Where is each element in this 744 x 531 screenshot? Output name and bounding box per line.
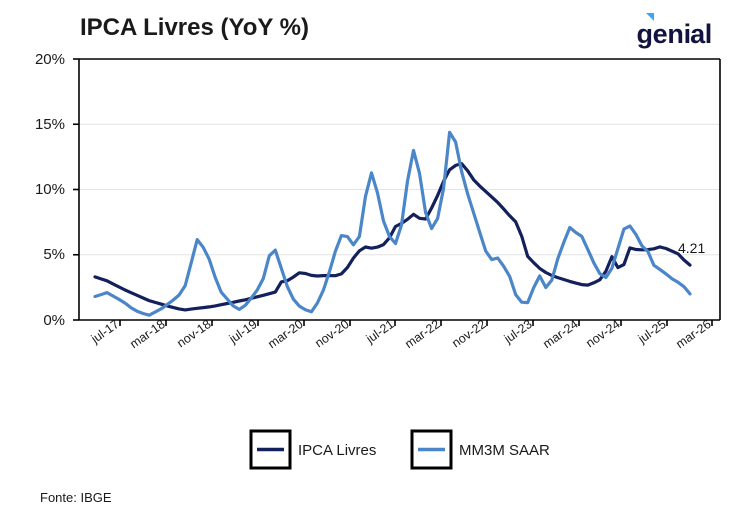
svg-text:jul-17: jul-17 (88, 317, 122, 347)
svg-text:0%: 0% (43, 312, 65, 329)
svg-text:nov-18: nov-18 (174, 317, 213, 350)
svg-text:nov-24: nov-24 (583, 317, 622, 350)
svg-text:mar-26: mar-26 (673, 317, 714, 351)
svg-text:jul-25: jul-25 (635, 317, 669, 347)
svg-text:4.21: 4.21 (678, 240, 705, 256)
svg-text:MM3M SAAR: MM3M SAAR (459, 442, 550, 459)
svg-text:jul-23: jul-23 (501, 317, 535, 347)
svg-text:20%: 20% (35, 51, 65, 68)
svg-text:mar-22: mar-22 (402, 317, 443, 351)
svg-text:mar-18: mar-18 (127, 317, 168, 351)
svg-text:10%: 10% (35, 181, 65, 198)
svg-text:nov-22: nov-22 (449, 317, 488, 350)
svg-text:5%: 5% (43, 246, 65, 263)
svg-text:jul-19: jul-19 (226, 317, 260, 347)
svg-text:15%: 15% (35, 116, 65, 133)
svg-text:mar-20: mar-20 (265, 317, 306, 351)
svg-text:nov-20: nov-20 (312, 317, 351, 350)
svg-text:mar-24: mar-24 (540, 317, 581, 351)
svg-text:jul-21: jul-21 (363, 317, 397, 347)
svg-text:IPCA Livres: IPCA Livres (298, 442, 376, 459)
